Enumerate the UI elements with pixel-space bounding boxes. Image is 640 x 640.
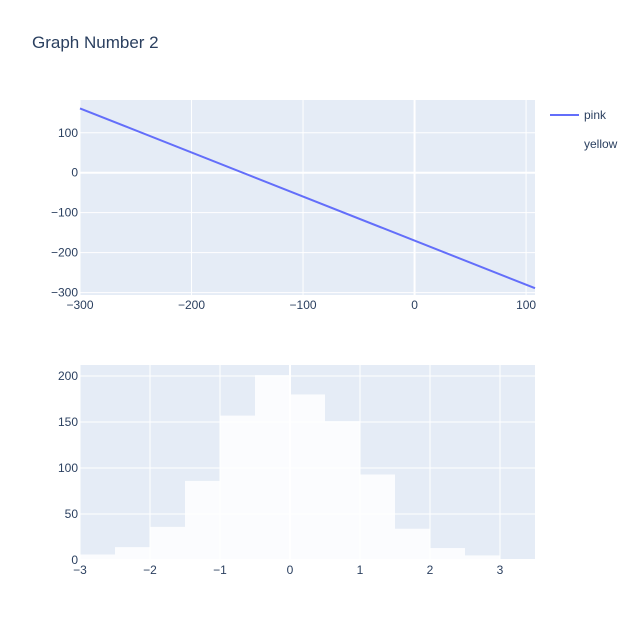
- y-tick-label: 100: [58, 126, 78, 140]
- x-tick-label: −1: [213, 563, 227, 577]
- histogram-bar: [150, 526, 185, 560]
- x-tick-label: 3: [497, 563, 504, 577]
- x-tick-label: −100: [290, 298, 317, 312]
- histogram-bar: [115, 547, 150, 560]
- histogram-bar: [395, 528, 430, 560]
- y-tick-label: 100: [58, 461, 78, 475]
- chart-title: Graph Number 2: [32, 33, 159, 52]
- x-tick-label: 0: [411, 298, 418, 312]
- legend-item-yellow[interactable]: yellow: [555, 137, 618, 151]
- x-tick-label: −200: [178, 298, 205, 312]
- y-tick-label: −200: [51, 246, 78, 260]
- histogram-bar: [290, 394, 325, 560]
- legend: pink yellow: [550, 108, 618, 151]
- histogram-bar: [80, 554, 115, 560]
- x-tick-label: 1: [357, 563, 364, 577]
- y-tick-label: −300: [51, 286, 78, 300]
- legend-label: pink: [584, 108, 607, 122]
- y-tick-label: 0: [71, 553, 78, 567]
- histogram-bar: [255, 375, 290, 560]
- x-tick-label: −3: [73, 563, 87, 577]
- line-subplot: −300 −200 −100 0 100 −300 −200 −100 0 100: [51, 100, 536, 312]
- legend-item-pink[interactable]: pink: [550, 108, 607, 122]
- x-tick-label: −2: [143, 563, 157, 577]
- y-tick-label: 150: [58, 415, 78, 429]
- x-tick-label: −300: [66, 298, 93, 312]
- histogram-bar: [430, 548, 465, 560]
- histogram-bar: [360, 474, 395, 560]
- y-tick-label: −100: [51, 206, 78, 220]
- x-tick-label: 0: [287, 563, 294, 577]
- series-line-pink: [79, 107, 536, 290]
- x-tick-label: 2: [427, 563, 434, 577]
- y-tick-label: 50: [65, 507, 79, 521]
- histogram-bar: [500, 559, 535, 560]
- histogram-bar: [220, 415, 255, 560]
- histogram-bar: [325, 421, 360, 560]
- histogram-subplot: −3 −2 −1 0 1 2 3 0 50 100 150 200: [58, 365, 535, 577]
- histogram-bar: [465, 555, 500, 560]
- histogram-bar: [185, 480, 220, 560]
- y-tick-label: 200: [58, 369, 78, 383]
- legend-bar-swatch: [555, 138, 575, 150]
- legend-label: yellow: [584, 137, 618, 151]
- y-tick-label: 0: [71, 166, 78, 180]
- x-tick-label: 100: [516, 298, 536, 312]
